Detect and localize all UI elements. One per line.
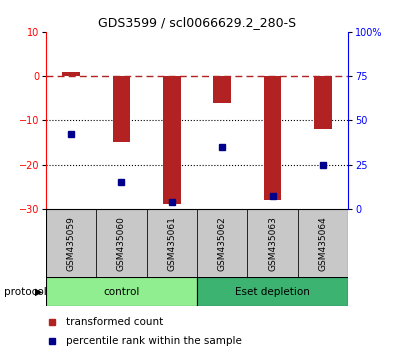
Text: transformed count: transformed count	[66, 317, 163, 327]
Bar	[96, 209, 147, 278]
Text: GSM435061: GSM435061	[167, 216, 176, 271]
Text: ▶: ▶	[35, 287, 43, 297]
Bar	[46, 277, 197, 306]
Bar	[46, 209, 96, 278]
Text: percentile rank within the sample: percentile rank within the sample	[66, 336, 242, 346]
Text: GSM435063: GSM435063	[268, 216, 277, 271]
Bar	[314, 76, 332, 129]
Text: Eset depletion: Eset depletion	[235, 287, 310, 297]
Text: protocol: protocol	[4, 287, 47, 297]
Title: GDS3599 / scl0066629.2_280-S: GDS3599 / scl0066629.2_280-S	[98, 16, 296, 29]
Bar	[264, 76, 281, 200]
Text: GSM435062: GSM435062	[218, 216, 227, 271]
Text: GSM435064: GSM435064	[318, 216, 327, 271]
Bar	[147, 209, 197, 278]
Bar	[113, 76, 130, 143]
Bar	[213, 76, 231, 103]
Bar	[298, 209, 348, 278]
Text: GSM435060: GSM435060	[117, 216, 126, 271]
Bar	[62, 72, 80, 76]
Bar	[197, 209, 247, 278]
Bar	[197, 277, 348, 306]
Bar	[247, 209, 298, 278]
Text: GSM435059: GSM435059	[67, 216, 76, 271]
Text: control: control	[103, 287, 140, 297]
Bar	[163, 76, 181, 205]
